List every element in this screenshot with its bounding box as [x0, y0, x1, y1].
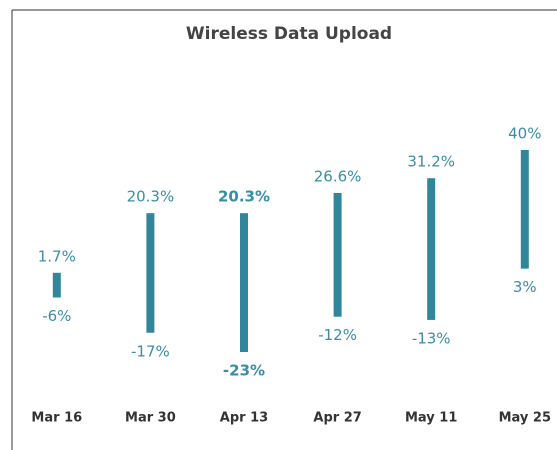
range-bar [52, 272, 61, 298]
low-label: -17% [131, 342, 170, 360]
x-tick-label: Mar 30 [125, 411, 176, 426]
x-tick-label: Apr 13 [220, 411, 268, 426]
low-label: -12% [318, 326, 357, 344]
low-label: -6% [42, 307, 71, 325]
high-label: 40% [508, 125, 541, 143]
range-bar [520, 150, 529, 269]
low-label: 3% [513, 278, 537, 296]
chart-title: Wireless Data Upload [186, 24, 392, 44]
x-tick-label: Apr 27 [313, 411, 361, 426]
high-label: 26.6% [314, 167, 362, 185]
high-label: 20.3% [127, 188, 175, 206]
x-tick-label: Mar 16 [31, 411, 82, 426]
high-label: 20.3% [218, 188, 270, 206]
range-bar [333, 192, 342, 317]
range-bar [427, 178, 436, 320]
range-bar [146, 213, 155, 333]
low-label: -23% [223, 362, 265, 380]
range-bar [240, 213, 248, 352]
x-tick-label: May 11 [405, 411, 457, 426]
high-label: 1.7% [38, 247, 76, 265]
x-tick-label: May 25 [499, 411, 551, 426]
high-label: 31.2% [407, 153, 455, 171]
low-label: -13% [412, 329, 451, 347]
